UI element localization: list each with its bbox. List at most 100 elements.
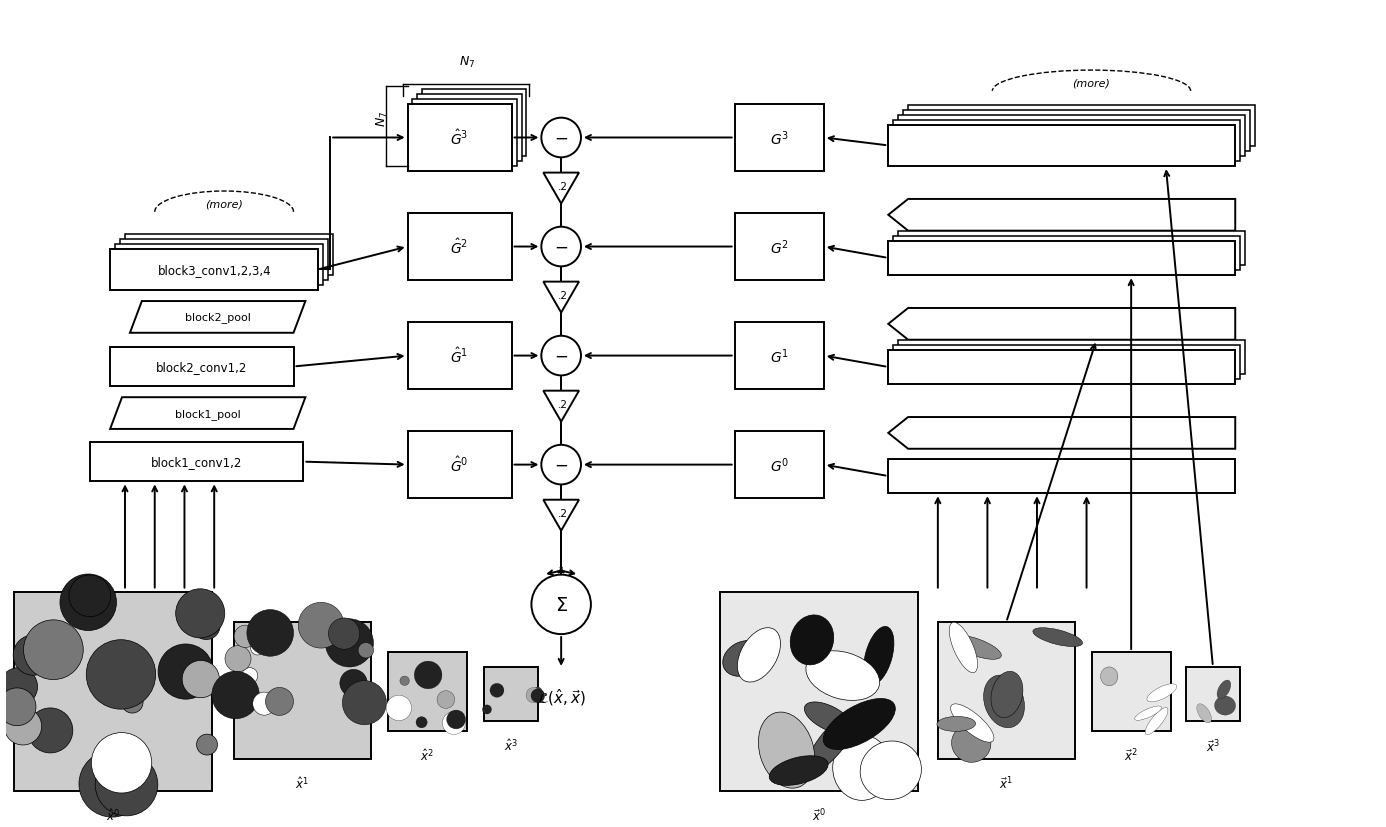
Bar (735, 213, 823, 281)
Ellipse shape (823, 699, 895, 749)
Circle shape (0, 668, 37, 706)
Circle shape (298, 603, 344, 648)
Polygon shape (888, 418, 1235, 449)
Circle shape (342, 681, 387, 724)
Bar (898, 340, 1245, 375)
Text: $N_7$: $N_7$ (459, 55, 475, 70)
Ellipse shape (1217, 680, 1231, 699)
Text: $\hat{G}^0$: $\hat{G}^0$ (450, 456, 468, 475)
Circle shape (234, 625, 256, 648)
Circle shape (193, 612, 220, 640)
Bar (888, 126, 1235, 167)
Circle shape (247, 609, 294, 657)
Bar (938, 623, 1074, 759)
Circle shape (158, 644, 213, 700)
Circle shape (531, 689, 545, 703)
Bar (719, 593, 918, 791)
Circle shape (266, 687, 294, 715)
Circle shape (401, 676, 409, 686)
Text: block2_conv1,2: block2_conv1,2 (157, 361, 248, 374)
Ellipse shape (804, 702, 852, 734)
Ellipse shape (722, 641, 765, 676)
Text: .2: .2 (559, 399, 568, 409)
Text: block1_pool: block1_pool (175, 408, 241, 419)
Bar (719, 593, 918, 791)
Circle shape (531, 575, 590, 634)
Text: $G^2$: $G^2$ (769, 238, 789, 256)
Ellipse shape (951, 704, 994, 743)
Circle shape (442, 712, 466, 734)
Circle shape (328, 619, 360, 649)
Text: $\vec{x}^1$: $\vec{x}^1$ (999, 775, 1013, 791)
Bar (234, 623, 371, 759)
Text: $\hat{G}^3$: $\hat{G}^3$ (450, 129, 468, 148)
Circle shape (542, 445, 581, 485)
Bar (1185, 667, 1240, 721)
Ellipse shape (984, 675, 1024, 728)
Ellipse shape (1196, 704, 1211, 723)
Circle shape (60, 574, 116, 631)
Bar (938, 623, 1074, 759)
Circle shape (252, 692, 276, 715)
Circle shape (542, 337, 581, 376)
Bar (423, 90, 527, 157)
Circle shape (96, 753, 158, 816)
Bar (904, 111, 1250, 152)
Bar (484, 667, 538, 721)
Ellipse shape (1214, 696, 1235, 715)
Circle shape (326, 619, 373, 667)
Circle shape (358, 643, 374, 658)
Ellipse shape (805, 651, 880, 700)
Bar (90, 442, 304, 482)
Text: $\mathcal{L}(\hat{x}, \vec{x})$: $\mathcal{L}(\hat{x}, \vec{x})$ (536, 686, 586, 707)
Polygon shape (888, 199, 1235, 232)
Text: −: − (554, 456, 568, 474)
Text: $\Sigma$: $\Sigma$ (554, 595, 568, 614)
Text: $\hat{G}^2$: $\hat{G}^2$ (450, 237, 468, 257)
Circle shape (212, 672, 259, 719)
Circle shape (340, 670, 367, 697)
Ellipse shape (1100, 667, 1119, 686)
Circle shape (542, 118, 581, 158)
Circle shape (482, 705, 492, 715)
Polygon shape (543, 282, 579, 313)
Bar (893, 345, 1240, 380)
Ellipse shape (991, 672, 1023, 718)
Circle shape (30, 622, 69, 661)
Ellipse shape (863, 627, 894, 685)
Bar (735, 323, 823, 390)
Text: $\hat{x}^3$: $\hat{x}^3$ (505, 738, 518, 753)
Ellipse shape (1135, 706, 1161, 720)
Text: $G^1$: $G^1$ (769, 347, 789, 366)
Bar (109, 347, 294, 387)
Text: block2_pool: block2_pool (184, 312, 251, 323)
Polygon shape (543, 500, 579, 531)
Text: −: − (554, 238, 568, 256)
Text: −: − (554, 347, 568, 366)
Circle shape (24, 620, 83, 680)
Bar (1092, 653, 1171, 731)
Text: $G^0$: $G^0$ (769, 456, 789, 475)
Circle shape (182, 661, 219, 698)
Bar (908, 106, 1256, 147)
Bar (407, 213, 511, 281)
Text: $\hat{x}^2$: $\hat{x}^2$ (420, 748, 434, 763)
Text: $\hat{x}^0$: $\hat{x}^0$ (107, 806, 121, 823)
Bar (893, 121, 1240, 162)
Bar (388, 653, 467, 731)
Text: $\hat{x}^1$: $\hat{x}^1$ (295, 775, 309, 791)
Circle shape (125, 748, 144, 767)
Text: $\vec{x}^3$: $\vec{x}^3$ (1206, 738, 1220, 754)
Ellipse shape (949, 623, 977, 673)
Circle shape (14, 635, 54, 676)
Circle shape (446, 710, 466, 729)
Bar (388, 653, 467, 731)
Bar (888, 241, 1235, 276)
Bar (893, 237, 1240, 271)
Ellipse shape (769, 756, 827, 786)
Bar (898, 232, 1245, 266)
Text: .2: .2 (559, 291, 568, 301)
Ellipse shape (758, 712, 815, 788)
Ellipse shape (952, 724, 991, 762)
Circle shape (251, 642, 265, 655)
